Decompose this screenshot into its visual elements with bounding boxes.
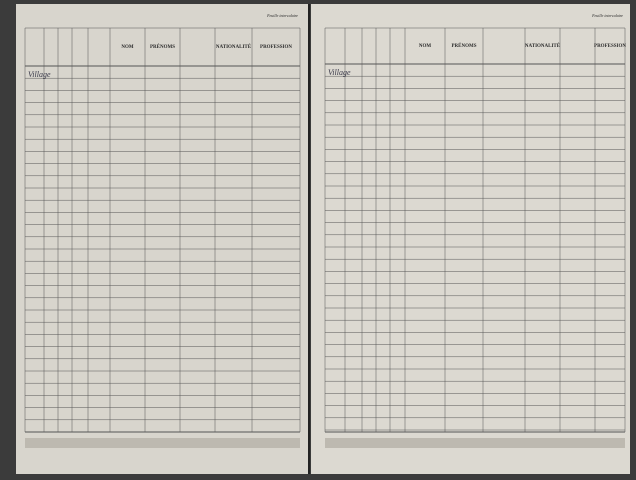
column-header: PRÉNOMS [150,44,175,50]
column-header: PROFESSION [260,45,292,50]
margin-note: Village [28,70,51,79]
margin-note: Village [328,68,351,77]
footer-print [325,438,625,448]
column-header: NATIONALITÉ [525,43,561,49]
texts: Feuille intercalaire NOM PRÉNOMS NATIONALIT… [28,13,626,79]
left-sheet [16,4,308,474]
column-header: PROFESSION [594,44,626,49]
footer-print [25,438,300,448]
table-grid [24,27,626,448]
page-header: Feuille intercalaire [266,13,298,18]
column-header: NOM [121,45,134,50]
column-header: NOM [419,44,432,49]
column-header: NATIONALITÉ [216,44,252,50]
column-header: PRÉNOMS [452,43,477,49]
right-sheet [311,4,630,474]
page-header: Feuille intercalaire [591,13,623,18]
